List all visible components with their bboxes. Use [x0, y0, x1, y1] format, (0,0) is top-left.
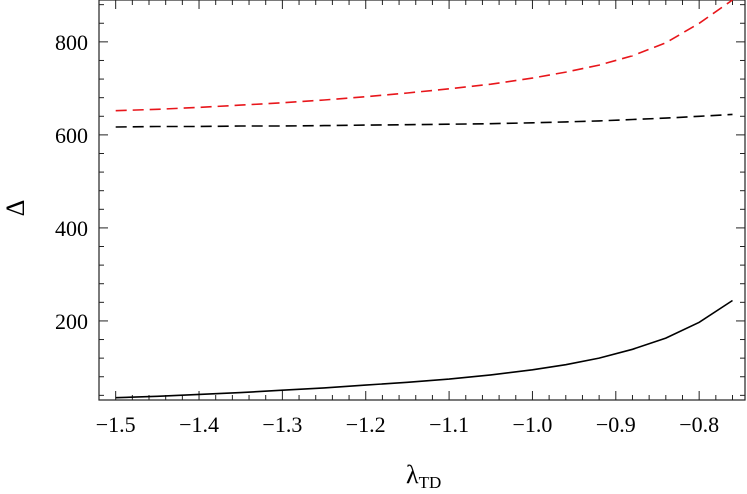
- x-tick-label: −1.0: [512, 412, 552, 437]
- y-tick-label: 800: [55, 30, 88, 55]
- y-tick-labels: 200 400 600 800: [55, 30, 88, 334]
- series-red-dashed-line: [115, 0, 733, 112]
- x-tick-label: −1.3: [262, 412, 302, 437]
- y-axis-label: Δ: [1, 200, 30, 217]
- x-tick-label: −0.9: [596, 412, 636, 437]
- x-axis-label: λTD: [406, 460, 441, 492]
- x-tick-label: −1.5: [96, 412, 136, 437]
- series-black-solid-line: [115, 299, 733, 399]
- x-tick-label: −0.8: [679, 412, 719, 437]
- y-tick-label: 600: [55, 123, 88, 148]
- series-layer: [115, 0, 733, 399]
- series-black-dashed-line: [115, 113, 733, 128]
- x-axis-label-symbol: λ: [406, 460, 419, 489]
- y-tick-label: 400: [55, 216, 88, 241]
- x-axis-label-subscript: TD: [419, 473, 442, 492]
- y-tick-label: 200: [55, 309, 88, 334]
- tick-marks: [98, 0, 745, 400]
- plot-frame: [98, 0, 746, 401]
- x-tick-label: −1.2: [346, 412, 386, 437]
- x-tick-labels: −1.5 −1.4 −1.3 −1.2 −1.1 −1.0 −0.9 −0.8: [96, 412, 719, 437]
- x-tick-label: −1.1: [429, 412, 469, 437]
- x-tick-label: −1.4: [179, 412, 219, 437]
